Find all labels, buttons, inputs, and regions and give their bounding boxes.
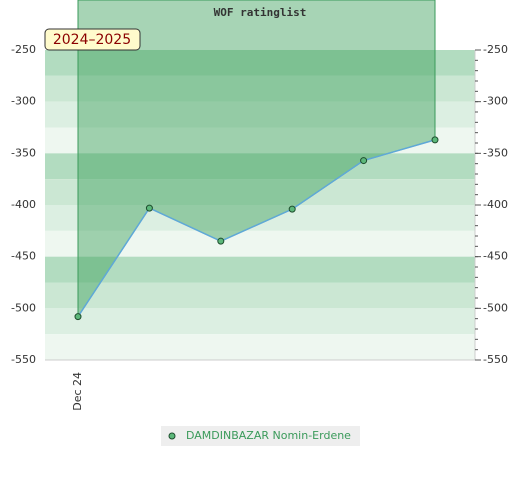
point bbox=[431, 136, 439, 144]
axes: -550 -500 -450 -400 -350 -300 -250 -550 -500 -450… bbox=[11, 43, 508, 411]
stripe bbox=[45, 153, 475, 180]
stripe bbox=[45, 308, 475, 335]
y2-tick-label: -350 bbox=[483, 146, 508, 159]
point bbox=[217, 237, 225, 245]
y2-tick-label: -500 bbox=[483, 301, 508, 314]
x-tick-label: Dec 24 bbox=[71, 372, 84, 411]
y2-tick-label: -550 bbox=[483, 353, 508, 366]
y-tick-label: -250 bbox=[11, 43, 36, 56]
line bbox=[77, 139, 436, 318]
point bbox=[145, 204, 153, 212]
point bbox=[74, 313, 82, 321]
y-tick-label: -350 bbox=[11, 146, 36, 159]
stripe bbox=[45, 179, 475, 205]
chart-title: WOF ratinglist bbox=[214, 6, 307, 19]
y-tick-label: -400 bbox=[11, 198, 36, 211]
y-tick-label: -500 bbox=[11, 301, 36, 314]
legend bbox=[161, 426, 360, 446]
legend-label: DAMDINBAZAR Nomin-Erdene bbox=[186, 429, 351, 442]
point bbox=[288, 205, 296, 213]
stripe bbox=[45, 75, 475, 102]
y2-tick-label: -250 bbox=[483, 43, 508, 56]
plot-background bbox=[45, 50, 475, 360]
season-label: 2024–2025 bbox=[53, 32, 131, 48]
stripe bbox=[45, 101, 475, 128]
y2-tick-label: -450 bbox=[483, 250, 508, 263]
stripe bbox=[45, 334, 475, 360]
point bbox=[360, 157, 368, 165]
stripe bbox=[45, 230, 475, 257]
y-tick-label: -550 bbox=[11, 353, 36, 366]
stripe bbox=[45, 282, 475, 309]
y-tick-label: -450 bbox=[11, 250, 36, 263]
stripe bbox=[45, 205, 475, 231]
y-tick-label: -300 bbox=[11, 95, 36, 108]
y2-tick-label: -400 bbox=[483, 198, 508, 211]
stripe bbox=[45, 50, 475, 76]
y2-tick-label: -300 bbox=[483, 95, 508, 108]
stripe bbox=[45, 256, 475, 283]
season-box bbox=[44, 28, 141, 51]
legend-marker bbox=[168, 432, 176, 440]
